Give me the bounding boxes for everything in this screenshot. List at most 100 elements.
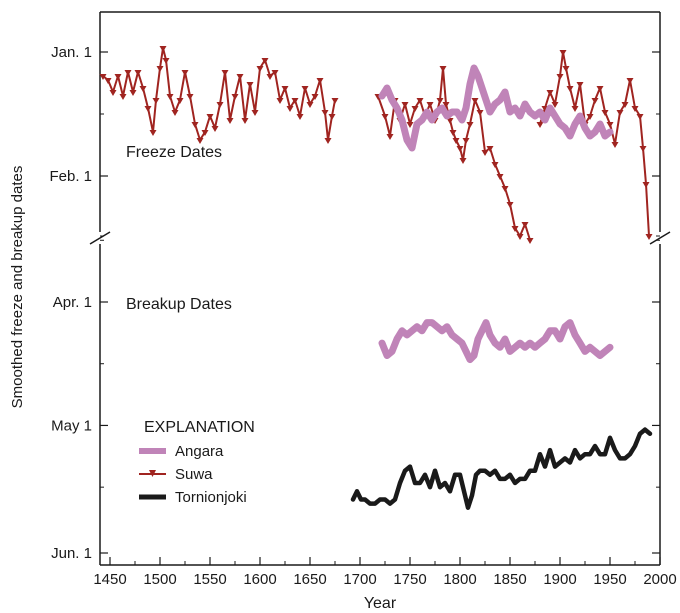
series-line-angara-breakup <box>378 319 614 364</box>
data-point-suwa <box>452 138 460 144</box>
data-point-suwa <box>216 102 224 108</box>
data-point-suwa <box>119 94 127 100</box>
data-point-suwa <box>586 114 594 120</box>
data-point-suwa <box>442 102 450 108</box>
data-point-suwa <box>426 102 434 108</box>
data-point-suwa <box>171 110 179 116</box>
data-point-suwa <box>281 86 289 92</box>
x-tick-label: 1850 <box>493 571 526 588</box>
data-point-suwa <box>591 98 599 104</box>
data-point-suwa <box>236 74 244 80</box>
data-point-suwa <box>416 98 424 104</box>
data-point-suwa <box>459 158 467 164</box>
data-point-suwa <box>206 114 214 120</box>
data-point-suwa <box>149 130 157 136</box>
data-point-suwa <box>481 150 489 156</box>
data-point-suwa <box>551 102 559 108</box>
data-point-suwa <box>636 114 644 120</box>
data-point-suwa <box>462 138 470 144</box>
y-tick-label: May 1 <box>51 417 92 434</box>
data-point-suwa <box>201 130 209 136</box>
x-tick-label: 1800 <box>443 571 476 588</box>
x-tick-label: 1500 <box>143 571 176 588</box>
data-point-suwa <box>471 98 479 104</box>
freeze-dates-label: Freeze Dates <box>126 144 222 161</box>
data-point-suwa <box>571 106 579 112</box>
data-point-suwa <box>226 118 234 124</box>
data-point-suwa <box>616 110 624 116</box>
data-point-suwa <box>439 66 447 72</box>
data-point-suwa <box>449 130 457 136</box>
data-point-suwa <box>546 90 554 96</box>
data-point-suwa <box>114 74 122 80</box>
data-point-suwa <box>291 98 299 104</box>
data-point-suwa <box>606 122 614 128</box>
data-point-suwa <box>506 202 514 208</box>
data-point-suwa <box>331 98 339 104</box>
x-tick-label: 2000 <box>643 571 676 588</box>
data-point-suwa <box>231 94 239 100</box>
legend: EXPLANATION Angara Suwa Tornionjoki <box>139 419 255 506</box>
data-point-suwa <box>511 226 519 232</box>
series-line-tornionjoki-breakup <box>350 427 653 510</box>
x-tick-label: 1700 <box>343 571 376 588</box>
data-point-suwa <box>556 74 564 80</box>
data-point-suwa <box>109 90 117 96</box>
data-point-suwa <box>156 66 164 72</box>
legend-label-suwa: Suwa <box>175 466 213 483</box>
data-point-suwa <box>104 78 112 84</box>
data-point-suwa <box>129 90 137 96</box>
data-point-suwa <box>496 174 504 180</box>
y-tick-label: Jan. 1 <box>51 44 92 61</box>
data-point-suwa <box>139 86 147 92</box>
data-point-suwa <box>324 138 332 144</box>
series-line-suwa-freeze <box>377 67 531 241</box>
x-tick-label: 1900 <box>543 571 576 588</box>
data-point-suwa <box>639 146 647 152</box>
data-point-suwa <box>526 238 534 244</box>
y-axis-title: Smoothed freeze and breakup dates <box>9 166 26 409</box>
data-point-suwa <box>386 134 394 140</box>
legend-label-angara: Angara <box>175 443 224 460</box>
data-point-suwa <box>516 234 524 240</box>
data-point-suwa <box>559 50 567 56</box>
data-point-suwa <box>152 98 160 104</box>
y-tick-label: Apr. 1 <box>53 294 92 311</box>
data-point-suwa <box>144 106 152 112</box>
data-point-suwa <box>159 46 167 52</box>
data-point-suwa <box>286 106 294 112</box>
data-point-suwa <box>99 74 107 80</box>
data-point-suwa <box>476 110 484 116</box>
axis-break-left <box>89 231 111 245</box>
plot-frame <box>89 11 671 566</box>
data-point-suwa <box>134 70 142 76</box>
legend-label-tornionjoki: Tornionjoki <box>175 489 247 506</box>
data-point-suwa <box>381 114 389 120</box>
data-point-suwa <box>601 110 609 116</box>
data-point-suwa <box>162 58 170 64</box>
data-point-suwa <box>306 102 314 108</box>
series-tornionjoki-breakup <box>350 427 653 510</box>
x-tick-label: 1750 <box>393 571 426 588</box>
axis-break-right <box>649 231 671 245</box>
x-tick-label: 1550 <box>193 571 226 588</box>
x-tick-label: 1950 <box>593 571 626 588</box>
legend-title: EXPLANATION <box>144 419 255 436</box>
data-point-suwa <box>276 98 284 104</box>
y-tick-label: Feb. 1 <box>49 168 92 185</box>
breakup-dates-label: Breakup Dates <box>126 296 232 313</box>
series-angara-freeze <box>378 64 614 152</box>
data-point-suwa <box>211 126 219 132</box>
data-point-suwa <box>124 70 132 76</box>
data-point-suwa <box>642 182 650 188</box>
data-point-suwa <box>296 114 304 120</box>
data-point-suwa <box>301 86 309 92</box>
data-point-suwa <box>271 70 279 76</box>
data-point-suwa <box>466 122 474 128</box>
data-point-suwa <box>596 86 604 92</box>
data-point-suwa <box>221 70 229 76</box>
data-point-suwa <box>631 106 639 112</box>
data-point-suwa <box>311 94 319 100</box>
data-point-suwa <box>491 162 499 168</box>
